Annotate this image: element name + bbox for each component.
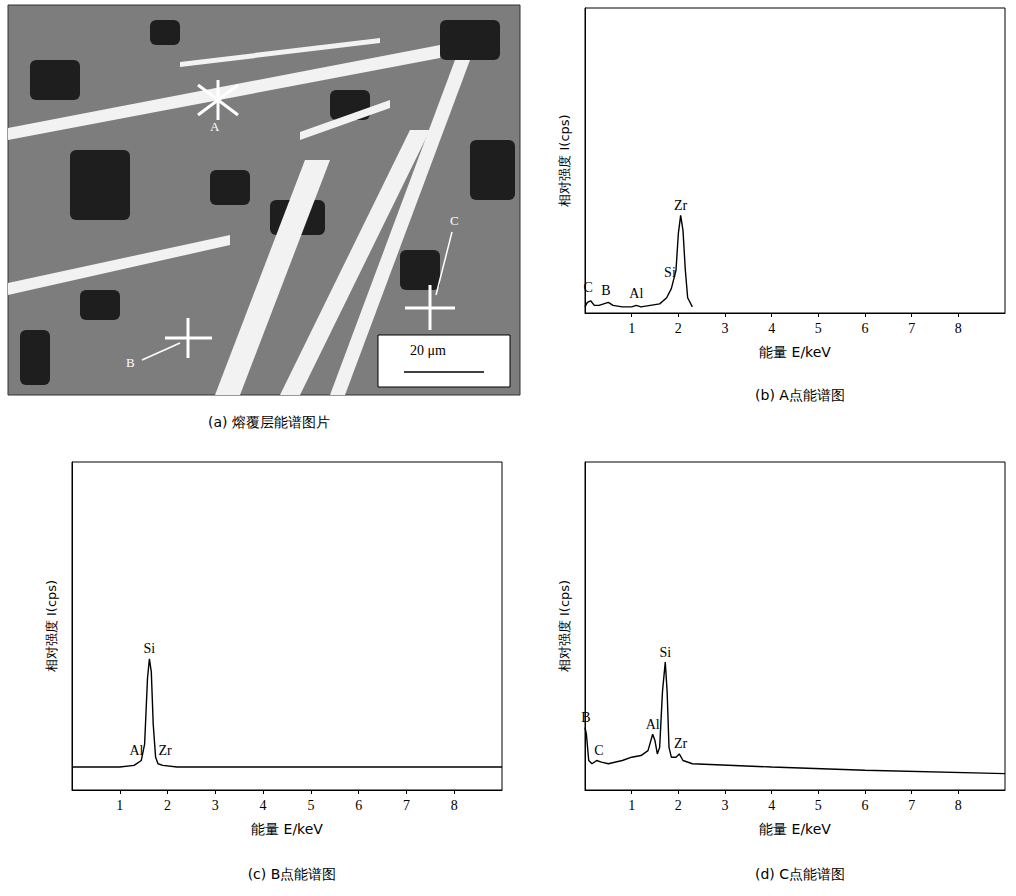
svg-text:6: 6 (355, 798, 362, 813)
svg-text:Al: Al (629, 286, 643, 301)
svg-text:C: C (450, 213, 459, 228)
svg-text:Zr: Zr (674, 736, 688, 751)
svg-text:1: 1 (628, 321, 635, 336)
svg-text:3: 3 (212, 798, 219, 813)
svg-text:C: C (594, 743, 603, 758)
svg-text:2: 2 (675, 321, 682, 336)
svg-text:8: 8 (955, 798, 962, 813)
svg-text:4: 4 (768, 321, 775, 336)
svg-text:Si: Si (144, 641, 156, 656)
svg-text:3: 3 (722, 798, 729, 813)
svg-text:C: C (584, 280, 593, 295)
svg-text:B: B (126, 355, 135, 370)
svg-text:20 μm: 20 μm (410, 343, 446, 358)
svg-text:(b) A点能谱图: (b) A点能谱图 (755, 387, 845, 403)
svg-text:7: 7 (908, 798, 915, 813)
svg-text:5: 5 (815, 798, 822, 813)
svg-text:5: 5 (307, 798, 314, 813)
svg-text:Al: Al (646, 717, 660, 732)
svg-text:2: 2 (675, 798, 682, 813)
svg-text:Zr: Zr (674, 198, 688, 213)
svg-text:相对强度 I(cps): 相对强度 I(cps) (44, 580, 59, 672)
svg-text:Si: Si (664, 265, 676, 280)
svg-text:4: 4 (260, 798, 267, 813)
svg-text:相对强度 I(cps): 相对强度 I(cps) (557, 580, 572, 672)
svg-text:7: 7 (403, 798, 410, 813)
svg-text:B: B (601, 283, 610, 298)
svg-text:6: 6 (862, 798, 869, 813)
svg-text:2: 2 (164, 798, 171, 813)
svg-text:(d) C点能谱图: (d) C点能谱图 (755, 866, 845, 882)
svg-text:1: 1 (628, 798, 635, 813)
svg-text:Al: Al (130, 743, 144, 758)
svg-text:(c) B点能谱图: (c) B点能谱图 (248, 866, 337, 882)
svg-text:(a) 熔覆层能谱图片: (a) 熔覆层能谱图片 (208, 414, 330, 430)
svg-text:5: 5 (815, 321, 822, 336)
svg-text:4: 4 (768, 798, 775, 813)
svg-text:能量 E/keV: 能量 E/keV (251, 821, 323, 837)
svg-text:能量 E/keV: 能量 E/keV (759, 344, 831, 360)
svg-text:A: A (210, 119, 220, 134)
svg-text:B: B (581, 710, 590, 725)
svg-text:8: 8 (955, 321, 962, 336)
svg-text:6: 6 (862, 321, 869, 336)
svg-text:3: 3 (722, 321, 729, 336)
svg-text:相对强度 I(cps): 相对强度 I(cps) (557, 114, 572, 206)
svg-text:1: 1 (116, 798, 123, 813)
svg-text:能量 E/keV: 能量 E/keV (759, 821, 831, 837)
svg-text:Zr: Zr (159, 743, 173, 758)
svg-text:Si: Si (659, 645, 671, 660)
svg-text:7: 7 (908, 321, 915, 336)
svg-text:8: 8 (451, 798, 458, 813)
